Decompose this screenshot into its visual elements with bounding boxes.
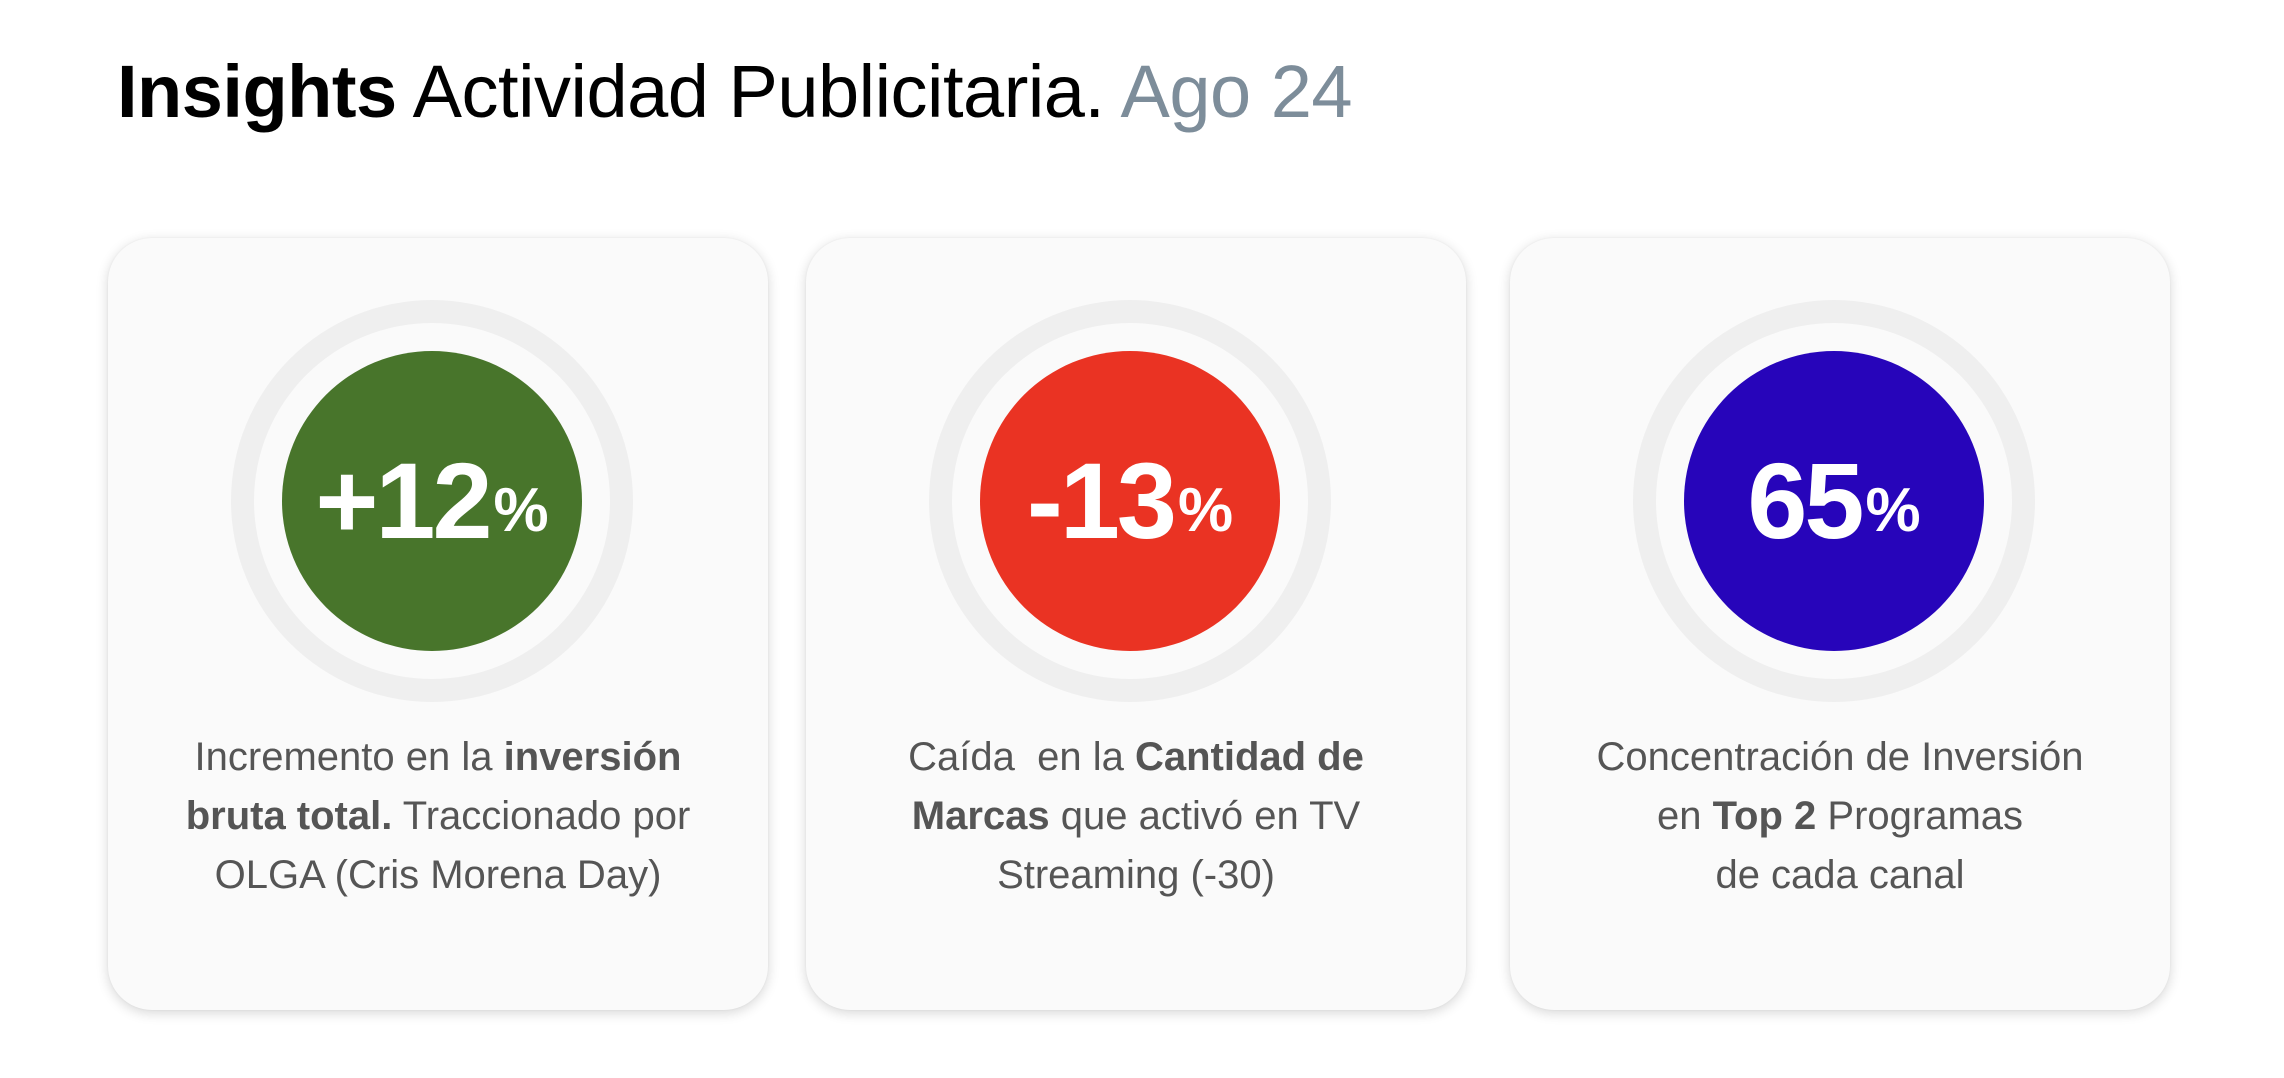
metric-unit: %	[1177, 476, 1234, 545]
metric-value: 65	[1747, 440, 1864, 561]
title-period: Ago 24	[1104, 50, 1353, 133]
desc-text: de cada canal	[1715, 853, 1965, 897]
desc-text: Caída en la	[908, 735, 1135, 779]
desc-highlight: Cantidad de	[1134, 735, 1364, 779]
metric-ring: 65%	[1633, 300, 2035, 702]
desc-text: Concentración de Inversión	[1596, 735, 2084, 779]
desc-text: que activó en TV	[1049, 794, 1361, 838]
metric-unit: %	[1865, 476, 1921, 545]
metric-value: +12	[315, 440, 492, 561]
metric-unit: %	[493, 476, 549, 545]
metric-ring: +12%	[231, 300, 633, 702]
title-activity: Actividad Publicitaria.	[396, 50, 1105, 133]
insight-card-investment-concentration: 65% Concentración de Inversión en Top 2 …	[1510, 238, 2170, 1010]
desc-text: OLGA (Cris Morena Day)	[214, 853, 662, 897]
insight-description: Caída en la Cantidad de Marcas que activ…	[846, 728, 1426, 905]
insight-card-brands-drop: -13% Caída en la Cantidad de Marcas que …	[806, 238, 1466, 1010]
desc-text: en	[1656, 794, 1713, 838]
metric-ring-inner: 65%	[1656, 323, 2012, 679]
desc-highlight: bruta total.	[185, 794, 393, 838]
metric-ring: -13%	[929, 300, 1331, 702]
desc-text: Incremento en la	[194, 735, 504, 779]
insight-description: Concentración de Inversión en Top 2 Prog…	[1550, 728, 2130, 905]
desc-text: Streaming (-30)	[997, 853, 1275, 897]
metric-value: -13	[1026, 440, 1177, 561]
desc-highlight: inversión	[503, 735, 682, 779]
insight-description: Incremento en la inversión bruta total. …	[148, 728, 728, 905]
desc-text: Programas	[1816, 794, 2024, 838]
metric-ring-inner: -13%	[952, 323, 1308, 679]
page-title: Insights Actividad Publicitaria. Ago 24	[117, 42, 1353, 142]
insight-card-investment-growth: +12% Incremento en la inversión bruta to…	[108, 238, 768, 1010]
desc-text: Traccionado por	[392, 794, 691, 838]
desc-highlight: Top 2	[1712, 794, 1817, 838]
title-insights: Insights	[117, 50, 397, 133]
metric-circle: 65%	[1684, 351, 1984, 651]
metric-ring-inner: +12%	[254, 323, 610, 679]
metric-circle: +12%	[282, 351, 582, 651]
metric-circle: -13%	[980, 351, 1280, 651]
desc-highlight: Marcas	[911, 794, 1050, 838]
